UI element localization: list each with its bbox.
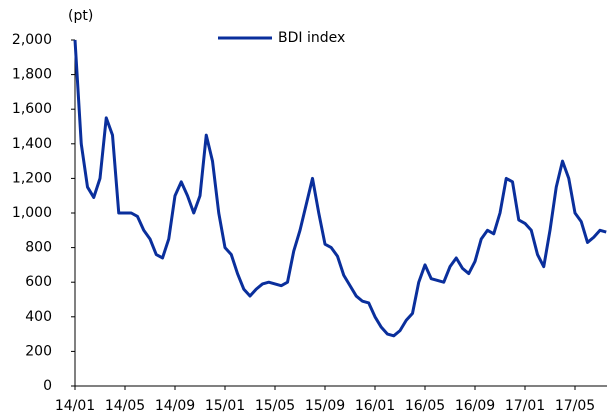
x-tick-label: 14/05 — [105, 398, 145, 414]
y-tick-label: 1,400 — [12, 136, 52, 152]
x-tick-label: 16/05 — [405, 398, 445, 414]
y-tick-label: 2,000 — [12, 32, 52, 48]
x-tick-label: 17/01 — [505, 398, 545, 414]
x-tick-label: 16/01 — [355, 398, 395, 414]
y-tick-label: 0 — [43, 378, 52, 394]
y-tick-label: 400 — [25, 309, 52, 325]
y-tick-label: 1,600 — [12, 101, 52, 117]
x-tick-label: 14/01 — [55, 398, 95, 414]
x-tick-label: 15/09 — [305, 398, 345, 414]
y-tick-label: 1,000 — [12, 205, 52, 221]
y-tick-label: 600 — [25, 274, 52, 290]
x-tick-label: 16/09 — [455, 398, 495, 414]
x-tick-label: 15/05 — [255, 398, 295, 414]
x-tick-label: 14/09 — [155, 398, 195, 414]
x-tick-label: 15/01 — [205, 398, 245, 414]
y-tick-label: 200 — [25, 343, 52, 359]
data-line — [73, 39, 607, 338]
y-tick-label: 1,800 — [12, 67, 52, 83]
legend-label: BDI index — [278, 30, 345, 46]
y-tick-label: 800 — [25, 240, 52, 256]
x-tick-label: 17/05 — [555, 398, 595, 414]
y-unit-label: (pt) — [68, 8, 93, 24]
y-tick-label: 1,200 — [12, 170, 52, 186]
